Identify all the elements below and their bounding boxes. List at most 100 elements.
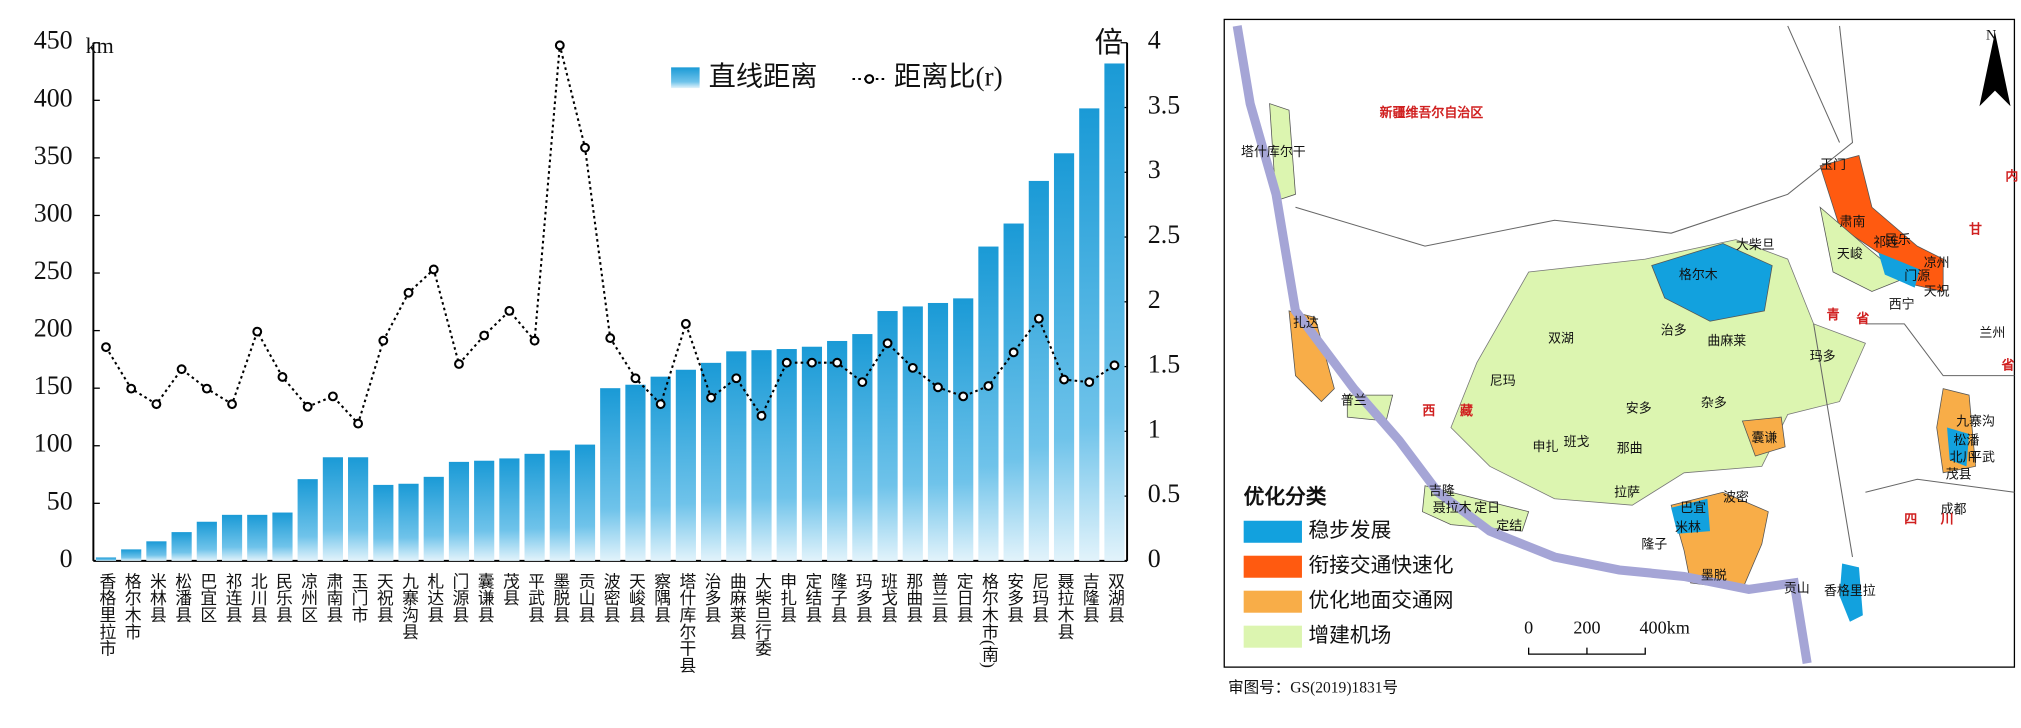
ratio-point <box>327 391 338 402</box>
ratio-point <box>832 357 843 368</box>
x-tick-label: 班戈县 <box>878 572 897 623</box>
ratio-point <box>958 391 969 402</box>
x-tick-label: 申扎县 <box>777 572 796 623</box>
region-zanda <box>1288 310 1335 403</box>
map-label: 那曲 <box>1617 440 1643 455</box>
x-tick-label: 香格里拉市 <box>96 572 115 656</box>
map-label: 肃南 <box>1840 214 1866 229</box>
map-label: 班戈 <box>1564 434 1590 449</box>
ratio-point <box>605 333 616 344</box>
bar <box>398 483 419 561</box>
bar <box>448 461 470 561</box>
x-tick-label: 尼玛县 <box>1029 573 1048 624</box>
map-label: 普兰 <box>1341 393 1367 408</box>
scale-label: 400km <box>1639 618 1689 638</box>
bar <box>650 376 671 561</box>
x-tick-label: 塔什库尔干县 <box>676 572 695 673</box>
x-tick-label: 双湖县 <box>1105 573 1124 624</box>
x-tick-label: 松潘县 <box>172 572 191 623</box>
bar <box>726 351 747 561</box>
y2-tick-label: 3 <box>1148 155 1161 184</box>
legend-title: 优化分类 <box>1244 484 1327 508</box>
map-label: 茂县 <box>1946 466 1972 481</box>
map-label: 墨脱 <box>1701 567 1727 582</box>
x-tick-label: 墨脱县 <box>550 573 569 624</box>
chart: km 倍 0 50 100 150 200 250 300 350 400 450 0 0.5 1 1.5… <box>34 26 1180 674</box>
bar <box>121 549 142 561</box>
map-label: 大柴旦 <box>1736 237 1775 252</box>
x-tick-label: 平武县 <box>525 573 544 624</box>
x-tick-label: 民乐县 <box>273 573 292 624</box>
map-label: 九寨沟 <box>1956 413 1995 428</box>
map-label: 门源 <box>1904 268 1930 283</box>
x-tick-label: 定结县 <box>802 572 821 623</box>
x-tick-label: 普兰县 <box>928 572 947 623</box>
x-tick-label: 茂县 <box>500 572 519 606</box>
legend-label: 优化地面交通网 <box>1308 589 1453 612</box>
map-label: 祁连 <box>1873 234 1899 249</box>
map-label: 安多 <box>1626 400 1652 415</box>
bar <box>852 334 873 561</box>
y-tick-label: 200 <box>34 314 73 343</box>
ratio-point <box>933 382 943 393</box>
legend-swatch <box>1243 555 1302 578</box>
map: N 0 200 400km 优化分类 审图号：GS(2019)1831号 新疆维… <box>1223 18 2018 697</box>
map-label: 北川 <box>1950 450 1976 465</box>
bar <box>978 246 999 561</box>
y2-tick-label: 1.5 <box>1148 350 1180 379</box>
x-tick-label: 巴宜区 <box>197 573 216 624</box>
ratio-point <box>1033 313 1044 324</box>
x-tick-label: 聂拉木县 <box>1055 573 1074 640</box>
map-label: 贡山 <box>1784 580 1810 595</box>
map-label: 藏 <box>1460 403 1473 418</box>
x-tick-label: 察隅县 <box>651 572 670 623</box>
ratio-point <box>201 383 212 394</box>
bar <box>524 453 545 561</box>
ratio-point <box>101 342 111 353</box>
x-tick-label: 天峻县 <box>626 573 645 624</box>
map-label: 天峻 <box>1837 246 1863 261</box>
bar <box>1079 108 1100 561</box>
legend-label: 稳步发展 <box>1308 519 1391 542</box>
map-label: 吉隆 <box>1429 483 1455 498</box>
y2-tick-label: 2 <box>1148 285 1161 314</box>
x-tick-label: 大柴旦行委 <box>752 572 771 656</box>
ratio-point <box>655 399 666 410</box>
bar <box>1053 153 1075 561</box>
region-qilian <box>1878 252 1920 288</box>
bar <box>196 521 217 561</box>
x-tick-label: 凉州区 <box>298 572 317 623</box>
ratio-point <box>706 392 717 403</box>
bar <box>272 512 293 561</box>
y2-tick-label: 0.5 <box>1148 479 1180 508</box>
legend-swatch <box>1243 625 1302 648</box>
map-label: 杂多 <box>1701 395 1727 410</box>
legend-swatch <box>671 67 700 89</box>
bar <box>801 346 823 561</box>
map-label: 天祝 <box>1924 284 1950 299</box>
y2-tick-label: 4 <box>1148 26 1161 55</box>
map-label: 定日 <box>1474 500 1500 515</box>
x-tick-label: 安多县 <box>1004 572 1023 623</box>
bar <box>297 479 318 561</box>
x-tick-label: 肃南县 <box>323 572 342 623</box>
x-tick-label: 格尔木市(南) <box>979 572 998 668</box>
map-label: 甘 <box>1969 222 1982 237</box>
y-tick-label: 300 <box>34 198 73 227</box>
map-label: 兰州 <box>1979 325 2005 340</box>
bar <box>776 349 797 561</box>
ratio-point <box>882 338 893 349</box>
x-tick-label: 那曲县 <box>903 572 922 623</box>
scale-label: 0 <box>1524 618 1533 638</box>
y2-tick-label: 0 <box>1148 544 1161 573</box>
bar <box>247 514 268 561</box>
map-label: 平武 <box>1969 450 1995 465</box>
bar <box>373 484 394 561</box>
boundaries <box>1295 25 2015 558</box>
y-tick-label: 350 <box>34 141 73 170</box>
y2-axis-label: 倍 <box>1095 27 1123 59</box>
x-tick-label: 玛多县 <box>853 572 872 623</box>
ratio-point <box>151 399 162 410</box>
ratio-point <box>907 362 918 373</box>
map-label: 内 <box>2005 168 2018 183</box>
